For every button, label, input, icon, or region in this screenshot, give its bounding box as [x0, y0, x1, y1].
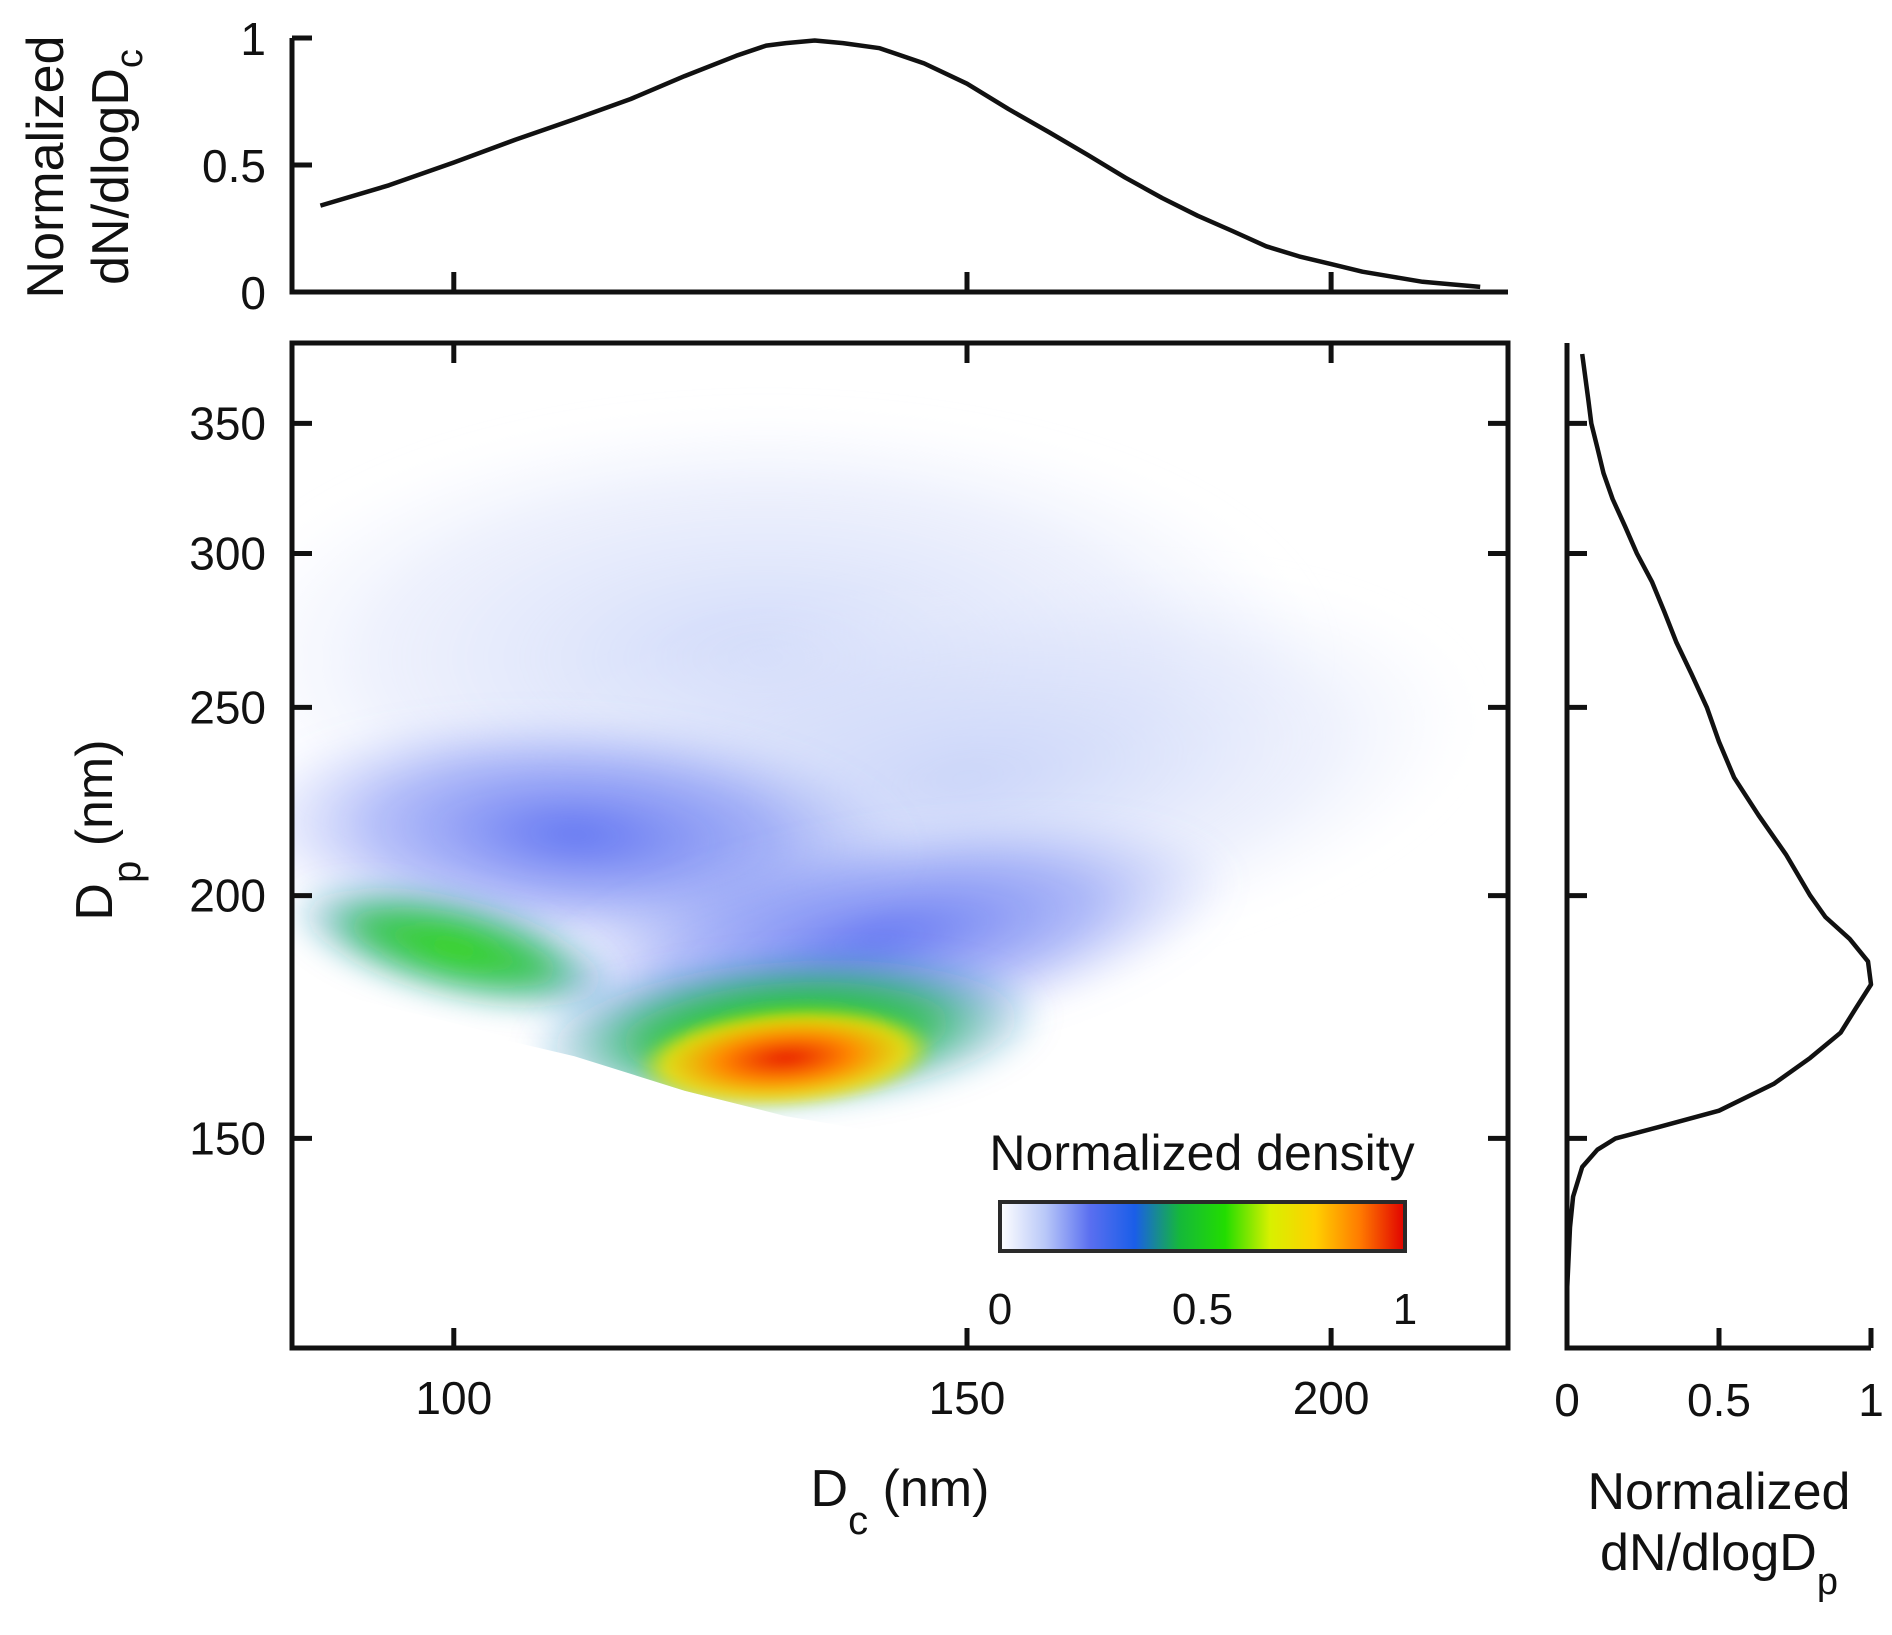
main-xlabel: Dc (nm) — [811, 1460, 990, 1543]
main-y-tick-label: 200 — [189, 870, 266, 922]
right-marginal-y-ticks — [1567, 420, 1587, 1141]
colorbar-tick-label: 1 — [1393, 1285, 1417, 1334]
main-xlabel-sub: c — [848, 1499, 868, 1543]
main-y-tick-label: 150 — [189, 1112, 266, 1164]
right-xlabel-main: dN/dlogD — [1600, 1524, 1817, 1582]
main-xlabel-unit: (nm) — [868, 1460, 989, 1518]
top-marginal-curve-group — [319, 38, 1481, 290]
top-marginal-plot: 00.51 Normalized dN/dlogDc — [17, 13, 1508, 319]
density-layer — [292, 408, 1483, 1113]
main-xlabel-main: D — [811, 1460, 849, 1518]
main-y-tick-label: 350 — [189, 397, 266, 449]
right-x-tick-label: 1 — [1858, 1374, 1884, 1426]
colorbar: Normalized density 0 0.5 1 — [988, 1125, 1417, 1334]
main-x-tick-label: 100 — [415, 1372, 492, 1424]
colorbar-tick-label: 0.5 — [1172, 1285, 1233, 1334]
colorbar-strip — [998, 1200, 1407, 1253]
top-marginal-ylabel: Normalized — [17, 36, 75, 299]
top-marginal-curve — [319, 38, 1481, 290]
main-ylabel-main: D — [66, 883, 124, 921]
right-xlabel-line1: Normalized — [1588, 1463, 1851, 1521]
right-marginal-xlabel: Normalized — [1588, 1463, 1851, 1521]
top-marginal-axes — [289, 38, 1508, 295]
top-ylabel-sub: c — [109, 49, 151, 68]
colorbar-title: Normalized density — [989, 1125, 1414, 1181]
main-x-tick-label: 200 — [1293, 1372, 1370, 1424]
top-ylabel-main: dN/dlogD — [82, 68, 140, 285]
right-marginal-x-ticks: 0 0.5 1 — [1554, 1328, 1884, 1426]
colorbar-ticks: 0 0.5 1 — [988, 1285, 1417, 1334]
top-ylabel-line1: Normalized — [17, 36, 75, 299]
right-xlabel-sub: p — [1817, 1561, 1838, 1603]
main-x-ticks: 100 150 200 — [415, 343, 1369, 1424]
right-marginal-plot: 0 0.5 1 Normalized dN/dlogDp — [1554, 343, 1884, 1603]
main-y-tick-label: 300 — [189, 527, 266, 579]
main-x-tick-label: 150 — [929, 1372, 1006, 1424]
density-clipped — [292, 408, 1483, 1113]
top-y-tick-label: 0 — [240, 267, 266, 319]
density-peak — [636, 1006, 936, 1109]
main-ylabel-sub: p — [105, 861, 149, 883]
colorbar-tick-label: 0 — [988, 1285, 1012, 1334]
right-x-tick-label: 0.5 — [1687, 1374, 1751, 1426]
right-x-tick-label: 0 — [1554, 1374, 1580, 1426]
main-plot-frame — [289, 340, 1511, 1351]
main-ylabel: Dp (nm) — [66, 739, 149, 920]
main-ylabel-unit: (nm) — [66, 739, 124, 860]
main-y-tick-label: 250 — [189, 681, 266, 733]
density-green-left — [292, 882, 620, 1013]
right-marginal-curve — [1564, 353, 1874, 1348]
top-y-tick-label: 0.5 — [202, 140, 266, 192]
top-marginal-ylabel-line2: dN/dlogDc — [82, 49, 151, 285]
top-marginal-x-ticks — [451, 272, 1334, 292]
top-y-tick-label: 1 — [240, 13, 266, 65]
main-heatmap-plot: 100 150 200 150 200 250 300 350 Dc (nm) Dp (nm… — [66, 340, 1511, 1543]
right-marginal-curve-group — [1564, 353, 1874, 1348]
density-blobs — [292, 408, 1483, 1113]
main-y-ticks: 150 200 250 300 350 — [189, 397, 1508, 1164]
right-marginal-xlabel-line2: dN/dlogDp — [1600, 1524, 1838, 1603]
top-marginal-y-ticks: 00.51 — [202, 13, 312, 319]
